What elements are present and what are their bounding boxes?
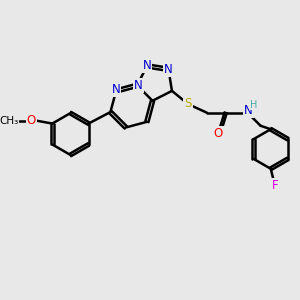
Text: N: N bbox=[112, 83, 120, 96]
Text: S: S bbox=[184, 98, 192, 110]
Text: O: O bbox=[214, 128, 223, 140]
Text: H: H bbox=[250, 100, 258, 110]
Text: F: F bbox=[272, 179, 278, 192]
Text: N: N bbox=[134, 79, 143, 92]
Text: N: N bbox=[142, 59, 152, 72]
Text: CH₃: CH₃ bbox=[0, 116, 18, 126]
Text: O: O bbox=[26, 114, 36, 127]
Text: N: N bbox=[244, 104, 253, 117]
Text: N: N bbox=[164, 63, 173, 76]
